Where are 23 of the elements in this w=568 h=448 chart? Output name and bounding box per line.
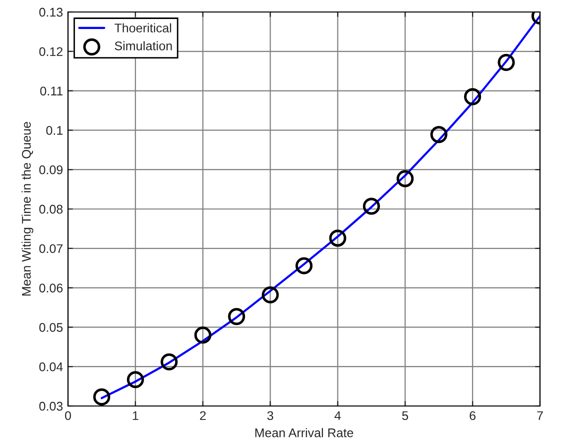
y-tick-label: 0.08 — [39, 204, 63, 214]
y-tick-label: 0.11 — [40, 86, 63, 96]
x-tick-label: 0 — [65, 411, 71, 420]
legend-label: Thoeritical — [114, 23, 172, 32]
x-tick-label: 6 — [470, 411, 476, 420]
y-tick-label: 0.05 — [39, 323, 63, 332]
x-axis-title: Mean Arrival Rate — [255, 428, 354, 438]
x-tick-label: 7 — [537, 411, 543, 420]
x-tick-label: 2 — [200, 411, 206, 420]
y-tick-label: 0.06 — [39, 284, 63, 292]
x-tick-label: 4 — [334, 411, 341, 420]
x-tick-label: 5 — [402, 411, 408, 420]
y-tick-label: 0.04 — [39, 362, 63, 372]
y-tick-label: 0.07 — [39, 244, 63, 254]
y-tick-label: 0.13 — [39, 8, 63, 17]
y-tick-label: 0.12 — [39, 47, 63, 56]
legend-label: Simulation — [114, 41, 172, 50]
y-tick-label: 0.1 — [46, 126, 63, 135]
x-tick-label: 3 — [267, 411, 274, 420]
y-axis-title: Mean Witing Time in the Queue — [22, 122, 34, 296]
y-tick-label: 0.03 — [39, 402, 63, 411]
y-tick-label: 0.09 — [39, 165, 63, 174]
x-tick-label: 1 — [132, 411, 138, 420]
